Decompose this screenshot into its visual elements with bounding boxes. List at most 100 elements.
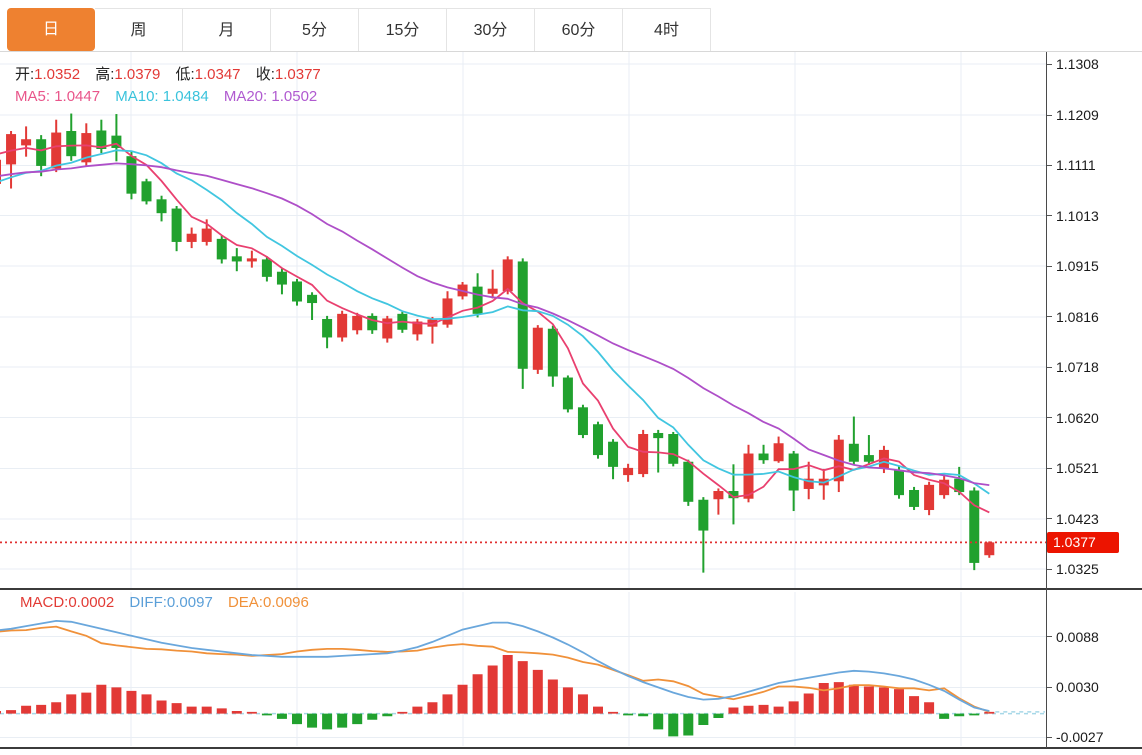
candle-body	[713, 491, 724, 500]
macd-histogram-bar	[577, 694, 588, 714]
macd-histogram-bar	[969, 713, 980, 716]
tab-5min[interactable]: 5分	[271, 8, 359, 51]
macd-histogram-bar	[728, 707, 739, 714]
candle-body	[352, 315, 363, 331]
axis-tick	[1046, 736, 1052, 738]
candle-body	[577, 407, 588, 436]
candle-body	[111, 135, 122, 148]
macd-histogram-bar	[833, 682, 844, 714]
candle-body	[502, 259, 513, 292]
candle-body	[803, 478, 814, 489]
macd-histogram-bar	[878, 687, 889, 714]
open-value: 1.0352	[34, 66, 81, 83]
candle-body	[156, 199, 167, 214]
low-readout: 低:1.0347	[175, 66, 240, 83]
candle-body	[668, 434, 679, 464]
candle-body	[909, 489, 920, 507]
diff-value: 0.0097	[166, 594, 213, 611]
axis-tick-label: 1.0521	[1056, 460, 1099, 477]
dea-label: DEA:	[227, 594, 263, 611]
dea-readout: DEA:0.0096	[228, 594, 309, 611]
candle-body	[51, 132, 62, 169]
axis-tick	[1046, 518, 1052, 520]
high-readout: 高:1.0379	[95, 66, 160, 83]
candle-body	[517, 261, 528, 369]
macd-histogram-bar	[743, 705, 754, 714]
macd-histogram-bar	[638, 713, 649, 717]
last-price-tag: 1.0377	[1047, 531, 1119, 553]
axis-divider	[1046, 52, 1047, 748]
axis-tick-label: -0.0027	[1056, 729, 1104, 746]
axis-tick-label: 0.0088	[1056, 628, 1099, 645]
tab-30min[interactable]: 30分	[447, 8, 535, 51]
macd-label: MACD:	[20, 594, 69, 611]
axis-tick-label: 1.1013	[1056, 207, 1099, 224]
tab-4hour[interactable]: 4时	[623, 8, 711, 51]
macd-legend: MACD:0.0002 DIFF:0.0097 DEA:0.0096	[20, 594, 320, 611]
ma10-value: 1.0484	[162, 88, 209, 105]
macd-histogram-bar	[593, 706, 603, 714]
candle-body	[382, 318, 393, 339]
candle-body	[954, 478, 965, 493]
axis-tick	[1046, 568, 1052, 570]
candle-body	[322, 318, 333, 338]
candle-body	[307, 294, 318, 304]
tab-15min[interactable]: 15分	[359, 8, 447, 51]
tab-60min[interactable]: 60分	[535, 8, 623, 51]
macd-histogram-bar	[337, 713, 348, 728]
bottom-border	[0, 747, 1142, 749]
macd-histogram-bar	[924, 702, 935, 714]
diff-label: DIFF:	[129, 594, 167, 611]
candle-body	[472, 286, 483, 314]
candle-body	[653, 432, 664, 439]
candle-body	[96, 130, 107, 149]
axis-tick-label: 1.0325	[1056, 561, 1099, 578]
low-label: 低:	[175, 66, 195, 83]
macd-histogram-bar	[517, 661, 528, 714]
candle-body	[924, 484, 935, 511]
candle-body	[547, 328, 558, 377]
ma10-readout: MA10: 1.0484	[115, 88, 208, 105]
macd-histogram-bar	[758, 704, 769, 714]
macd-histogram-bar	[653, 713, 664, 730]
high-value: 1.0379	[114, 66, 161, 83]
macd-histogram-bar	[502, 655, 513, 714]
macd-histogram-bar	[894, 689, 904, 714]
macd-histogram-bar	[863, 686, 874, 714]
dea-line	[0, 625, 990, 713]
tab-month[interactable]: 月	[183, 8, 271, 51]
macd-histogram-bar	[818, 683, 829, 714]
macd-histogram-bar	[81, 692, 92, 714]
ma-line-ma20	[0, 162, 990, 486]
macd-histogram-bar	[608, 711, 619, 714]
axis-tick-label: 1.0915	[1056, 258, 1099, 275]
candle-body	[201, 228, 212, 242]
macd-histogram-bar	[171, 703, 182, 714]
high-label: 高:	[95, 66, 115, 83]
candle-body	[562, 377, 573, 410]
axis-tick-label: 1.1308	[1056, 56, 1099, 73]
candle-body	[487, 288, 498, 294]
macd-histogram-bar	[954, 713, 965, 717]
candle-body	[984, 542, 995, 556]
macd-histogram-bar	[66, 694, 77, 714]
macd-histogram-bar	[562, 687, 573, 714]
diff-readout: DIFF:0.0097	[129, 594, 212, 611]
candle-body	[36, 139, 47, 166]
macd-histogram-bar	[276, 713, 287, 719]
candle-body	[81, 133, 92, 163]
macd-histogram-bar	[472, 674, 483, 714]
ma20-value: 1.0502	[271, 88, 318, 105]
tab-day[interactable]: 日	[7, 8, 95, 51]
candle-body	[683, 461, 694, 502]
macd-histogram-bar	[201, 706, 212, 714]
close-label: 收:	[255, 66, 275, 83]
candle-body	[171, 208, 182, 242]
macd-histogram-bar	[803, 693, 814, 714]
axis-tick-label: 1.0423	[1056, 510, 1099, 527]
diff-line	[0, 619, 990, 712]
tab-week[interactable]: 周	[95, 8, 183, 51]
ma5-readout: MA5: 1.0447	[15, 88, 100, 105]
macd-histogram-bar	[307, 713, 318, 728]
